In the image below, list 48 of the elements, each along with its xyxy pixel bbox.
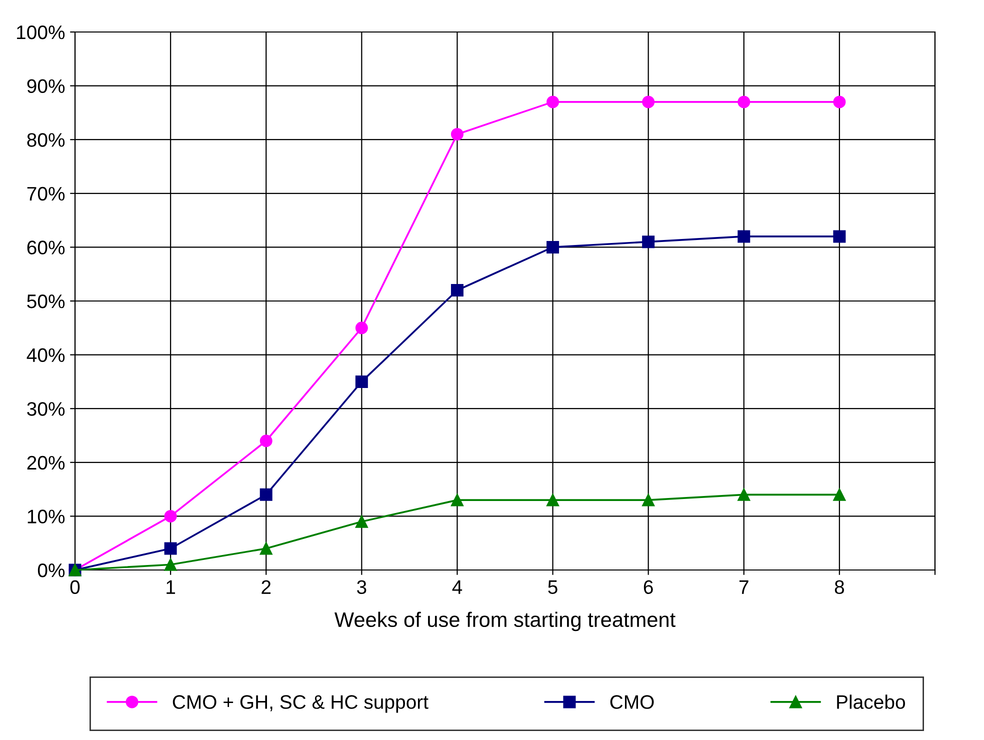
y-tick-label: 40% (26, 348, 65, 362)
point (738, 488, 750, 501)
point (642, 96, 655, 108)
point (164, 542, 177, 555)
point (450, 128, 464, 140)
y-tick-label: 0% (38, 563, 65, 578)
legend-label: CMO (610, 695, 654, 709)
y-tick-label: 20% (27, 456, 65, 470)
x-axis-title: Weeks of use from starting treatment (334, 612, 676, 632)
x-tick-label: 3 (357, 580, 366, 594)
x-tick-label: 7 (739, 580, 748, 594)
point (642, 236, 655, 248)
y-tick-label: 30% (27, 402, 65, 416)
point (164, 558, 177, 571)
x-tick-label: 1 (166, 580, 176, 594)
point (833, 96, 846, 108)
point (546, 240, 560, 254)
point (260, 488, 272, 501)
y-tick-label: 100% (17, 25, 65, 40)
point (355, 375, 368, 388)
point (355, 515, 368, 528)
x-tick-label: 5 (548, 580, 558, 594)
x-tick-label: 2 (262, 580, 271, 594)
y-tick-label: 60% (27, 240, 65, 254)
point (546, 96, 560, 108)
x-tick-label: 6 (644, 580, 653, 594)
point (738, 96, 750, 108)
point (546, 494, 560, 506)
y-tick-label: 70% (27, 186, 65, 201)
point (355, 322, 368, 334)
legend-label: Placebo (837, 694, 905, 709)
point (833, 230, 846, 243)
point (164, 510, 177, 522)
y-tick-label: 10% (28, 510, 65, 524)
point (260, 542, 272, 555)
point (642, 494, 655, 506)
point (450, 284, 464, 296)
y-tick-label: 80% (27, 133, 65, 147)
x-tick-label: 4 (452, 580, 462, 594)
point (833, 488, 846, 501)
x-tick-label: 0 (70, 580, 80, 594)
point (260, 434, 272, 448)
x-tick-label: 8 (834, 580, 844, 594)
y-tick-label: 50% (27, 294, 65, 308)
point (450, 494, 464, 506)
legend-label: CMO + GH, SC & HC support (172, 695, 428, 713)
point (738, 230, 750, 243)
y-tick-label: 90% (27, 79, 65, 94)
